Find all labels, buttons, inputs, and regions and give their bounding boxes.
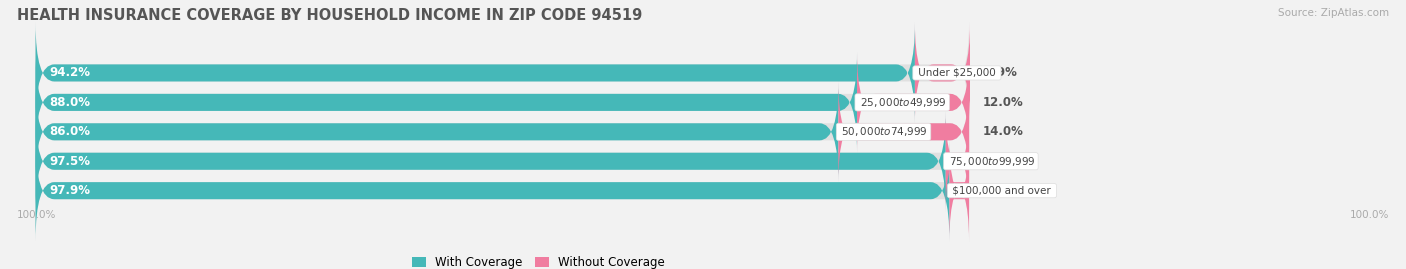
FancyBboxPatch shape (949, 140, 969, 241)
Text: Under $25,000: Under $25,000 (915, 68, 998, 78)
FancyBboxPatch shape (35, 82, 969, 182)
FancyBboxPatch shape (35, 23, 915, 123)
FancyBboxPatch shape (35, 140, 969, 241)
Text: 12.0%: 12.0% (983, 96, 1024, 109)
FancyBboxPatch shape (35, 82, 838, 182)
FancyBboxPatch shape (946, 111, 969, 212)
Text: 100.0%: 100.0% (1350, 210, 1389, 220)
Legend: With Coverage, Without Coverage: With Coverage, Without Coverage (412, 256, 665, 269)
Text: 2.5%: 2.5% (983, 155, 1015, 168)
FancyBboxPatch shape (858, 52, 969, 153)
FancyBboxPatch shape (838, 82, 969, 182)
Text: 100.0%: 100.0% (17, 210, 56, 220)
FancyBboxPatch shape (35, 111, 946, 212)
Text: 86.0%: 86.0% (49, 125, 90, 138)
Text: 2.1%: 2.1% (983, 184, 1015, 197)
FancyBboxPatch shape (35, 23, 969, 123)
Text: 97.9%: 97.9% (49, 184, 90, 197)
Text: $50,000 to $74,999: $50,000 to $74,999 (838, 125, 929, 138)
FancyBboxPatch shape (35, 52, 969, 153)
Text: 5.9%: 5.9% (984, 66, 1017, 79)
FancyBboxPatch shape (915, 23, 970, 123)
FancyBboxPatch shape (35, 111, 969, 212)
Text: $25,000 to $49,999: $25,000 to $49,999 (858, 96, 948, 109)
Text: 14.0%: 14.0% (983, 125, 1024, 138)
FancyBboxPatch shape (35, 52, 858, 153)
Text: $75,000 to $99,999: $75,000 to $99,999 (946, 155, 1036, 168)
Text: HEALTH INSURANCE COVERAGE BY HOUSEHOLD INCOME IN ZIP CODE 94519: HEALTH INSURANCE COVERAGE BY HOUSEHOLD I… (17, 8, 643, 23)
Text: Source: ZipAtlas.com: Source: ZipAtlas.com (1278, 8, 1389, 18)
Text: 88.0%: 88.0% (49, 96, 90, 109)
Text: 97.5%: 97.5% (49, 155, 90, 168)
Text: 94.2%: 94.2% (49, 66, 90, 79)
FancyBboxPatch shape (35, 140, 949, 241)
Text: $100,000 and over: $100,000 and over (949, 186, 1054, 196)
